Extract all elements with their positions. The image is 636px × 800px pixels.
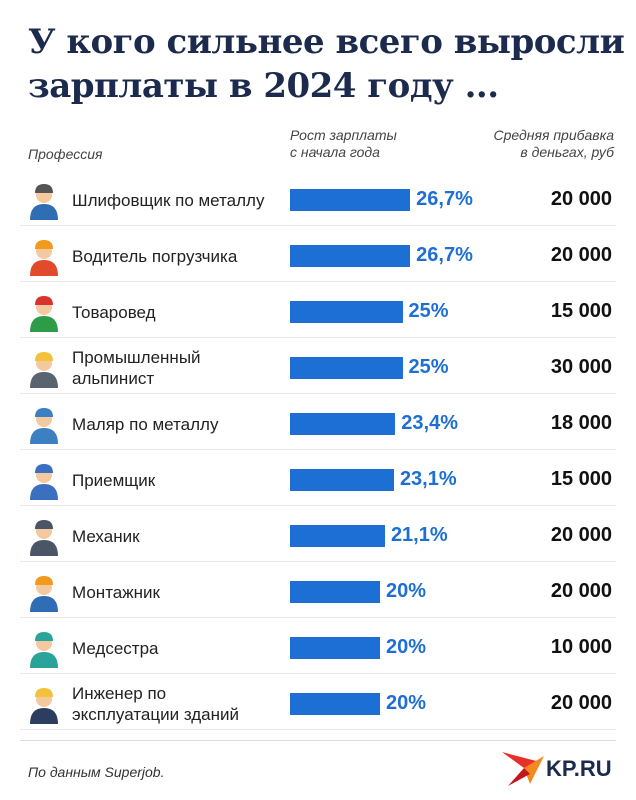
bar (290, 301, 403, 323)
profession-icon (30, 520, 58, 556)
title-line: У кого сильнее всего выросли (28, 22, 625, 62)
row-separator (20, 393, 616, 394)
category-label: Инженер по эксплуатации зданий (72, 684, 239, 724)
bar (290, 525, 385, 547)
category-label: Промышленный альпинист (72, 348, 201, 388)
category-label: Товаровед (72, 302, 156, 322)
row-separator (20, 281, 616, 282)
logo: KP.RU (546, 756, 612, 781)
row-separator (20, 673, 616, 674)
category-label: Приемщик (72, 470, 156, 490)
profession-icon (30, 632, 58, 668)
row-separator (20, 729, 616, 730)
value-label: 23,1% (399, 468, 457, 490)
column-header: в деньгах, руб (520, 144, 614, 160)
profession-icon (30, 352, 58, 388)
profession-icon (30, 576, 58, 612)
column-header: Рост зарплаты (290, 127, 397, 143)
profession-icon (30, 184, 58, 220)
category-label: Водитель погрузчика (72, 246, 238, 266)
profession-icon (30, 464, 58, 500)
amount: 20 000 (550, 244, 612, 266)
bar (290, 693, 380, 715)
category-label: Медсестра (72, 638, 159, 658)
category-label: Механик (72, 526, 140, 546)
column-header: с начала года (290, 144, 380, 160)
value-label: 26,7% (416, 188, 473, 210)
bar (290, 469, 394, 491)
amount: 30 000 (550, 356, 612, 378)
bar (290, 189, 411, 211)
value-label: 26,7% (416, 244, 473, 266)
row-separator (20, 225, 616, 226)
category-label: Монтажник (72, 582, 160, 602)
value-label: 20% (386, 580, 427, 602)
bar (290, 413, 396, 435)
category-label: Шлифовщик по металлу (72, 190, 265, 210)
profession-icon (30, 240, 58, 276)
value-label: 21,1% (390, 524, 448, 546)
category-label: Маляр по металлу (72, 414, 219, 434)
amount: 18 000 (550, 412, 612, 434)
row-separator (20, 337, 616, 338)
amount: 15 000 (550, 300, 612, 322)
value-label: 23,4% (401, 412, 459, 434)
column-header: Профессия (28, 146, 103, 162)
logo-mark (502, 752, 544, 786)
value-label: 20% (386, 636, 427, 658)
amount: 10 000 (550, 636, 612, 658)
row-separator (20, 617, 616, 618)
profession-icon (30, 688, 58, 724)
bar (290, 245, 411, 267)
row-separator (20, 505, 616, 506)
profession-icon (30, 296, 58, 332)
value-label: 20% (386, 692, 427, 714)
bar (290, 581, 380, 603)
profession-icon (30, 408, 58, 444)
amount: 20 000 (550, 524, 612, 546)
column-header: Средняя прибавка (493, 127, 614, 143)
amount: 20 000 (550, 580, 612, 602)
bar (290, 637, 380, 659)
value-label: 25% (408, 300, 449, 322)
title-line: зарплаты в 2024 году ... (28, 66, 499, 106)
source: По данным Superjob. (28, 764, 165, 780)
footer-rule (20, 740, 616, 741)
row-separator (20, 449, 616, 450)
row-separator (20, 561, 616, 562)
value-label: 25% (408, 356, 449, 378)
amount: 20 000 (550, 692, 612, 714)
amount: 20 000 (550, 188, 612, 210)
bar (290, 357, 403, 379)
amount: 15 000 (550, 468, 612, 490)
